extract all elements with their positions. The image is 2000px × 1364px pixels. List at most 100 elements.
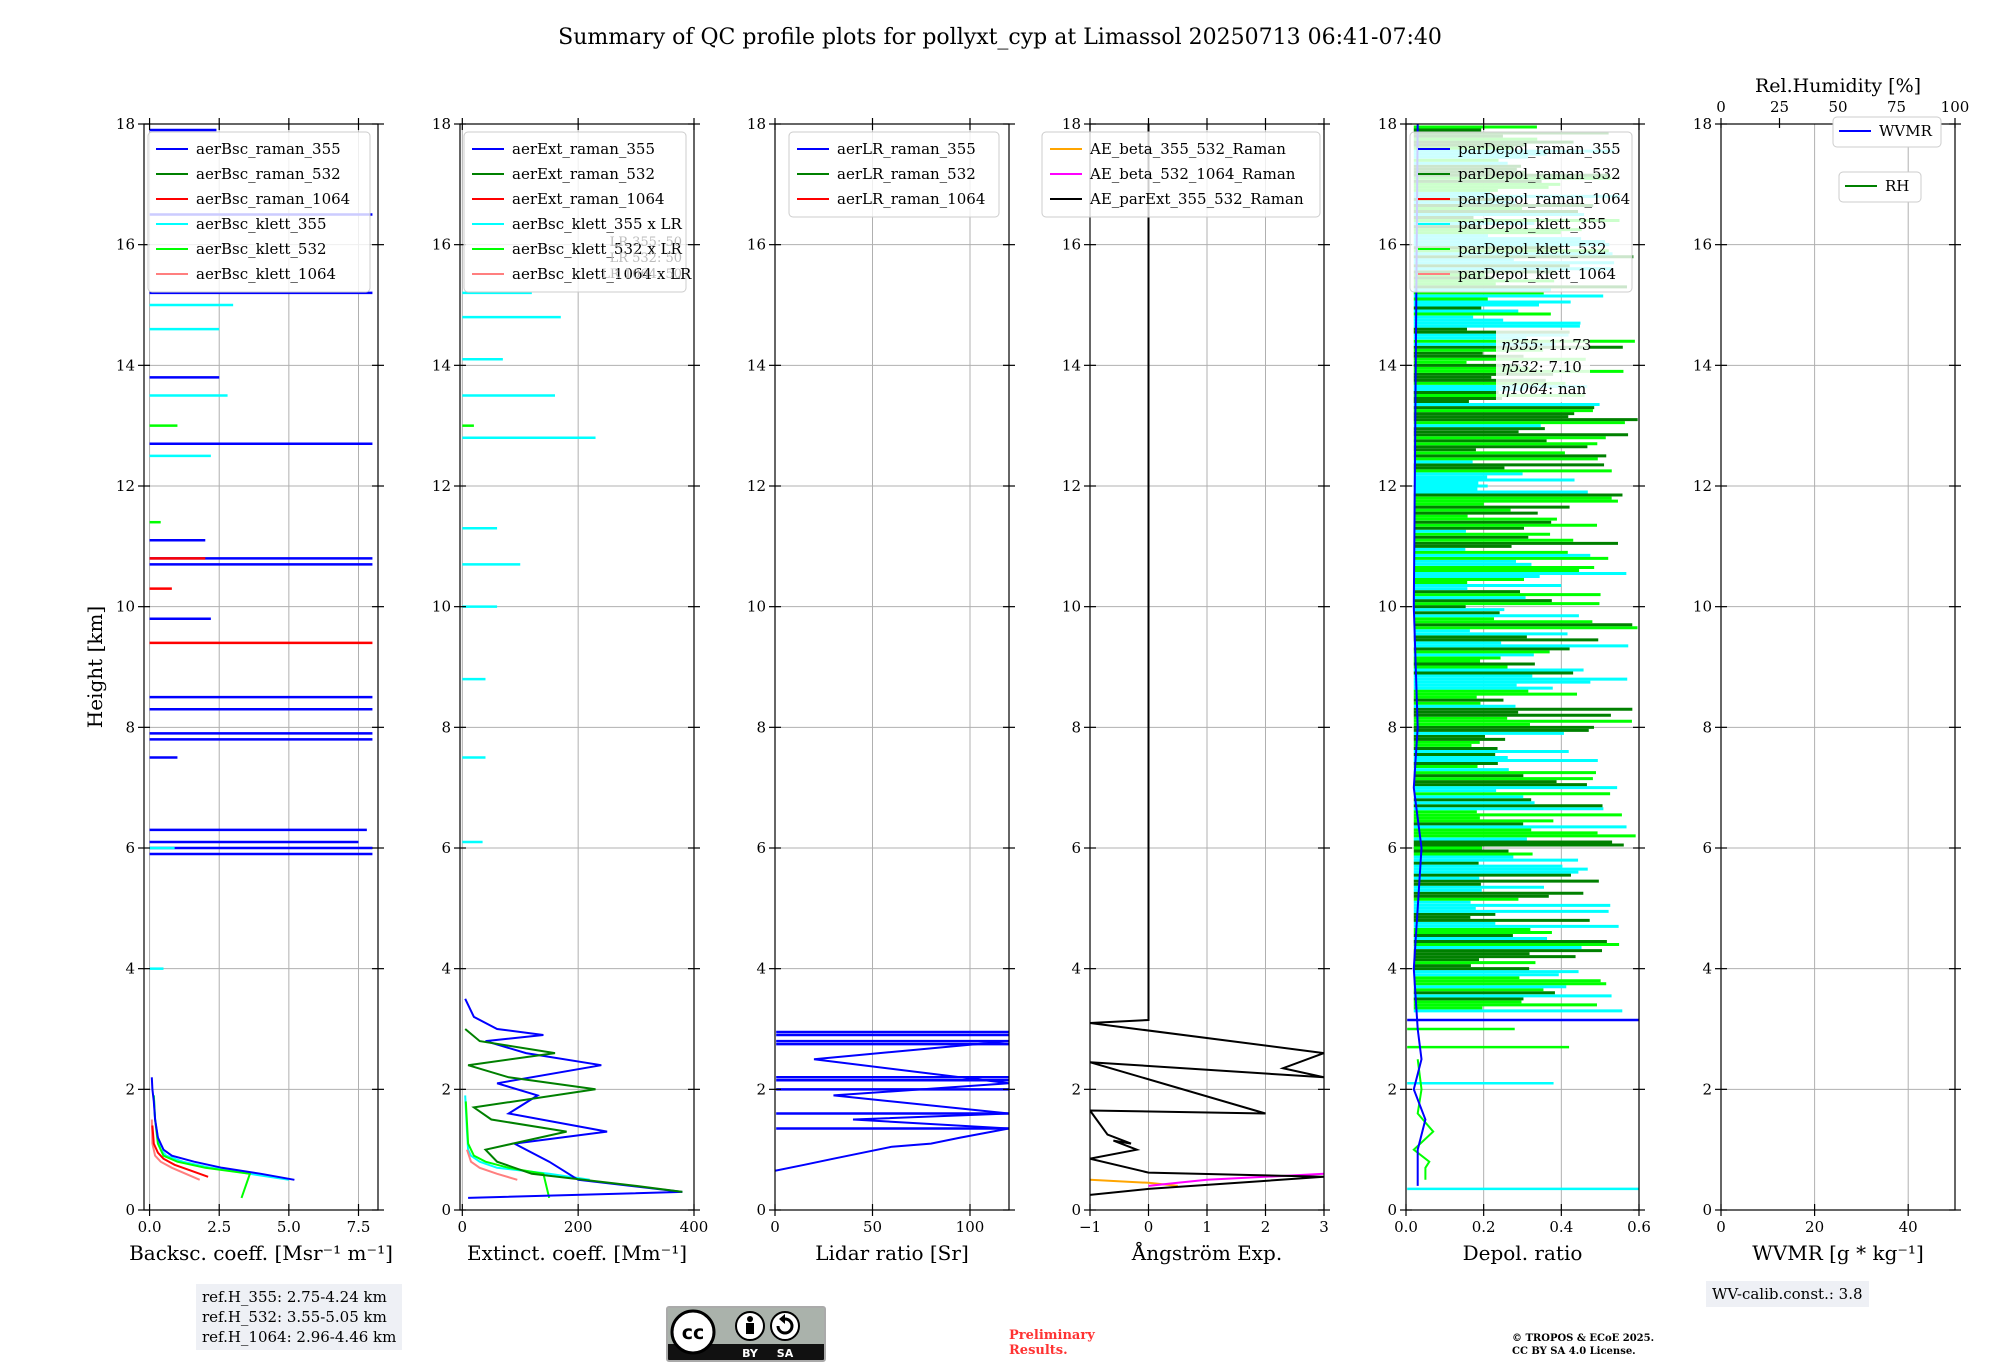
- x-tick-label: 0.0: [1394, 1218, 1418, 1236]
- y-tick-label: 6: [1702, 839, 1712, 857]
- y-tick-label: 8: [1071, 718, 1081, 736]
- y-tick-label: 18: [116, 115, 135, 133]
- legend-entry: WVMR: [1879, 122, 1933, 140]
- x-tick-label: 0.0: [138, 1218, 162, 1236]
- data-layer: [149, 128, 373, 1199]
- wv-calib-const: WV-calib.const.: 3.8: [1712, 1285, 1863, 1303]
- data-layer: [462, 291, 683, 1199]
- legend-entry: aerBsc_raman_355: [196, 140, 341, 158]
- eta-532-value: : 7.10: [1539, 358, 1582, 376]
- y-tick-label: 0: [441, 1201, 451, 1219]
- x-tick-label: 0: [458, 1218, 468, 1236]
- series-aerLR_raman_355: [775, 1040, 1009, 1172]
- panel-backscatter: 0 2 4 6 8 10 12 14 16 18 0.0 2.5 5.0 7.5 Backsc. coeff…: [83, 115, 393, 1265]
- x-tick-label: 100: [956, 1218, 985, 1236]
- legend-box: [147, 131, 371, 293]
- y-tick-label: 8: [756, 718, 766, 736]
- x-tick-label: 0.6: [1627, 1218, 1651, 1236]
- eta-1064: η1064: nan: [1501, 380, 1587, 398]
- eta-1064-value: : nan: [1548, 380, 1586, 398]
- x-tick-label: 7.5: [347, 1218, 371, 1236]
- y-tick-label: 2: [125, 1080, 135, 1098]
- x-tick-label: −1: [1079, 1218, 1101, 1236]
- x-tick-label: 0.2: [1472, 1218, 1496, 1236]
- x-tick-label: 2: [1261, 1218, 1271, 1236]
- preliminary-note: Preliminary Results.: [1009, 1328, 1095, 1358]
- panel-lidar_ratio: 0 2 4 6 8 10 12 14 16 18 0 50 100 Lidar ratio [Sr] aer…: [747, 115, 1015, 1265]
- y-tick-label: 10: [1378, 598, 1397, 616]
- x-tick-label: 0: [1144, 1218, 1154, 1236]
- y-tick-label: 14: [1062, 356, 1081, 374]
- legend-entry: aerLR_raman_1064: [837, 190, 985, 208]
- x-tick-label: 20: [1805, 1218, 1824, 1236]
- x-axis-label: Depol. ratio: [1463, 1241, 1583, 1265]
- wv-calib-box: WV-calib.const.: 3.8: [1706, 1281, 1869, 1307]
- legend-entry: aerBsc_raman_532: [196, 165, 341, 183]
- y-tick-label: 0: [1071, 1201, 1081, 1219]
- legend-entry: parDepol_raman_532: [1458, 165, 1621, 183]
- ref-height-532: ref.H_532: 3.55-5.05 km: [202, 1308, 387, 1326]
- y-tick-label: 2: [1071, 1080, 1081, 1098]
- copyright-note: © TROPOS & ECoE 2025. CC BY SA 4.0 Licen…: [1512, 1332, 1654, 1358]
- y-tick-label: 8: [441, 718, 451, 736]
- y-tick-label: 8: [1702, 718, 1712, 736]
- y-tick-label: 12: [1378, 477, 1397, 495]
- x-tick-label: 3: [1319, 1218, 1329, 1236]
- legend: WVMR RH: [1832, 116, 1942, 203]
- x-tick-label: 200: [564, 1218, 593, 1236]
- legend-entry: aerBsc_klett_532 x LR: [512, 240, 683, 258]
- legend-entry: aerBsc_klett_355: [196, 215, 327, 233]
- x-tick-label: 40: [1899, 1218, 1918, 1236]
- top-x-axis-label: Rel.Humidity [%]: [1755, 75, 1921, 97]
- y-tick-label: 4: [756, 960, 766, 978]
- y-tick-label: 18: [747, 115, 766, 133]
- x-axis-label: Ångström Exp.: [1131, 1240, 1282, 1265]
- y-tick-label: 6: [756, 839, 766, 857]
- series-aerExt_raman_532: [464, 1028, 683, 1193]
- top-x-tick-label: 75: [1887, 98, 1906, 116]
- series-parDepol_raman_355: [1412, 124, 1427, 1186]
- legend-entry: parDepol_raman_1064: [1458, 190, 1630, 208]
- y-tick-label: 18: [1693, 115, 1712, 133]
- top-x-tick-label: 0: [1716, 98, 1726, 116]
- copyright-line-2: CC BY SA 4.0 License.: [1512, 1346, 1636, 1357]
- legend-box: [1041, 131, 1321, 218]
- y-tick-label: 14: [1693, 356, 1712, 374]
- legend: AE_beta_355_532_Raman AE_beta_532_1064_Ra…: [1041, 131, 1321, 218]
- y-tick-label: 16: [1693, 236, 1712, 254]
- y-tick-label: 16: [1378, 236, 1397, 254]
- cc-mark: cc: [682, 1322, 705, 1344]
- series-AE_beta_355_532_Raman: [1090, 1178, 1178, 1187]
- y-tick-label: 14: [1378, 356, 1397, 374]
- y-tick-label: 12: [747, 477, 766, 495]
- x-tick-label: 0: [1716, 1218, 1726, 1236]
- y-tick-label: 4: [441, 960, 451, 978]
- y-tick-label: 0: [1387, 1201, 1397, 1219]
- y-tick-label: 18: [432, 115, 451, 133]
- figure-title: Summary of QC profile plots for pollyxt_…: [558, 25, 1442, 50]
- y-tick-label: 4: [1702, 960, 1712, 978]
- legend-entry: parDepol_klett_532: [1458, 240, 1607, 258]
- y-tick-label: 12: [432, 477, 451, 495]
- y-tick-label: 10: [432, 598, 451, 616]
- legend-entry: aerExt_raman_355: [512, 140, 655, 158]
- y-tick-label: 18: [1378, 115, 1397, 133]
- y-tick-label: 16: [116, 236, 135, 254]
- legend-entry: aerExt_raman_532: [512, 165, 655, 183]
- legend-entry: parDepol_raman_355: [1458, 140, 1621, 158]
- y-tick-label: 6: [1387, 839, 1397, 857]
- y-tick-label: 16: [1062, 236, 1081, 254]
- y-tick-label: 0: [1702, 1201, 1712, 1219]
- legend-entry: AE_beta_532_1064_Raman: [1089, 165, 1296, 183]
- series-AE_parExt_355_532_Raman: [1090, 124, 1324, 1196]
- y-tick-label: 4: [1387, 960, 1397, 978]
- plot-frame: [143, 123, 379, 1211]
- data-layer: [1090, 124, 1324, 1196]
- legend: aerExt_raman_355 aerExt_raman_532 aerExt_r…: [463, 131, 692, 293]
- y-tick-label: 16: [747, 236, 766, 254]
- eta-355: η355: 11.73: [1501, 336, 1591, 354]
- y-tick-label: 12: [1062, 477, 1081, 495]
- legend-box: [1409, 131, 1633, 293]
- ref-height-355: ref.H_355: 2.75-4.24 km: [202, 1288, 387, 1306]
